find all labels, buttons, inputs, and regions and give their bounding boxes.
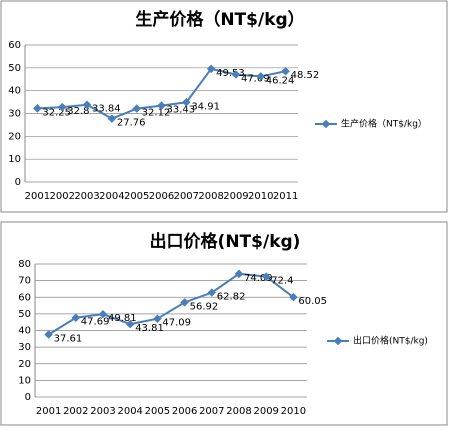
data-label: 74.09 (244, 273, 273, 284)
legend-label: 生产价格（NT$/kg） (341, 118, 427, 130)
marker (180, 298, 189, 307)
y-tick-label: 10 (18, 375, 31, 386)
x-tick-label: 2011 (273, 191, 298, 202)
x-tick-label: 2001 (25, 191, 50, 202)
x-tick-label: 2003 (90, 406, 115, 417)
x-tick-label: 2010 (248, 191, 273, 202)
data-label: 49.81 (108, 313, 137, 324)
marker (71, 313, 81, 322)
y-tick-label: 50 (8, 63, 21, 74)
data-label: 37.61 (54, 333, 83, 344)
data-label: 56.92 (190, 301, 219, 312)
data-label: 33.84 (92, 104, 121, 115)
chart-frame (0, 221, 448, 426)
data-label: 32.8 (67, 106, 89, 117)
x-tick-label: 2003 (74, 191, 99, 202)
x-tick-label: 2006 (172, 406, 197, 417)
data-label: 47.09 (162, 318, 191, 329)
legend-marker (321, 119, 331, 129)
x-tick-label: 2002 (50, 191, 75, 202)
marker (132, 104, 141, 113)
data-label: 34.91 (191, 101, 220, 112)
marker (206, 64, 216, 74)
marker (57, 102, 67, 112)
x-tick-label: 2005 (145, 406, 170, 417)
y-tick-label: 40 (18, 326, 31, 337)
marker (182, 98, 191, 107)
data-label: 48.52 (291, 70, 320, 81)
data-label: 60.05 (298, 296, 327, 307)
data-label: 49.53 (216, 68, 245, 79)
marker (44, 330, 53, 339)
x-tick-label: 2010 (281, 406, 306, 417)
data-label: 32.12 (142, 108, 171, 119)
marker (207, 288, 217, 297)
marker (98, 309, 108, 319)
data-label: 47.69 (81, 317, 110, 328)
x-tick-label: 2004 (99, 191, 124, 202)
legend-label: 出口价格(NT$/kg) (353, 335, 428, 347)
x-tick-label: 2007 (199, 406, 224, 417)
marker (289, 292, 298, 302)
x-tick-label: 2001 (36, 406, 61, 417)
y-tick-label: 20 (18, 359, 31, 370)
x-tick-label: 2008 (226, 406, 251, 417)
marker (153, 314, 162, 323)
y-tick-label: 30 (8, 109, 21, 120)
y-tick-label: 80 (18, 259, 31, 270)
y-tick-label: 70 (18, 276, 31, 287)
marker (107, 114, 117, 123)
y-tick-label: 10 (8, 154, 21, 165)
x-tick-label: 2002 (63, 406, 88, 417)
x-tick-label: 2005 (124, 191, 149, 202)
marker (157, 101, 166, 110)
data-label: 32.25 (42, 107, 71, 118)
y-tick-label: 30 (18, 342, 31, 353)
y-tick-label: 40 (8, 86, 21, 97)
x-tick-label: 2007 (174, 191, 199, 202)
legend-marker (333, 336, 343, 346)
x-tick-label: 2004 (117, 406, 142, 417)
data-label: 72.4 (271, 276, 293, 287)
marker (261, 272, 271, 281)
x-tick-label: 2009 (223, 191, 248, 202)
marker (231, 70, 241, 79)
y-tick-label: 60 (18, 292, 31, 303)
marker (234, 269, 244, 279)
data-label: 27.76 (117, 118, 146, 129)
y-tick-label: 60 (8, 40, 21, 51)
y-tick-label: 0 (25, 392, 31, 403)
marker (125, 319, 135, 329)
marker (256, 72, 266, 81)
chart-title: 生产价格（NT$/kg） (135, 9, 304, 30)
chart-title: 出口价格(NT$/kg) (150, 231, 301, 252)
x-tick-label: 2006 (149, 191, 174, 202)
marker (281, 66, 290, 76)
data-label: 47.09 (241, 73, 270, 84)
y-tick-label: 50 (18, 309, 31, 320)
x-tick-label: 2009 (253, 406, 278, 417)
y-tick-label: 20 (8, 131, 21, 142)
y-tick-label: 0 (15, 177, 21, 188)
x-tick-label: 2008 (198, 191, 223, 202)
data-label: 46.24 (266, 75, 295, 86)
line (48, 272, 295, 336)
marker (82, 100, 92, 109)
data-label: 43.81 (135, 323, 164, 334)
data-label: 33.43 (167, 105, 196, 116)
marker (33, 104, 42, 113)
data-label: 62.82 (217, 292, 246, 303)
